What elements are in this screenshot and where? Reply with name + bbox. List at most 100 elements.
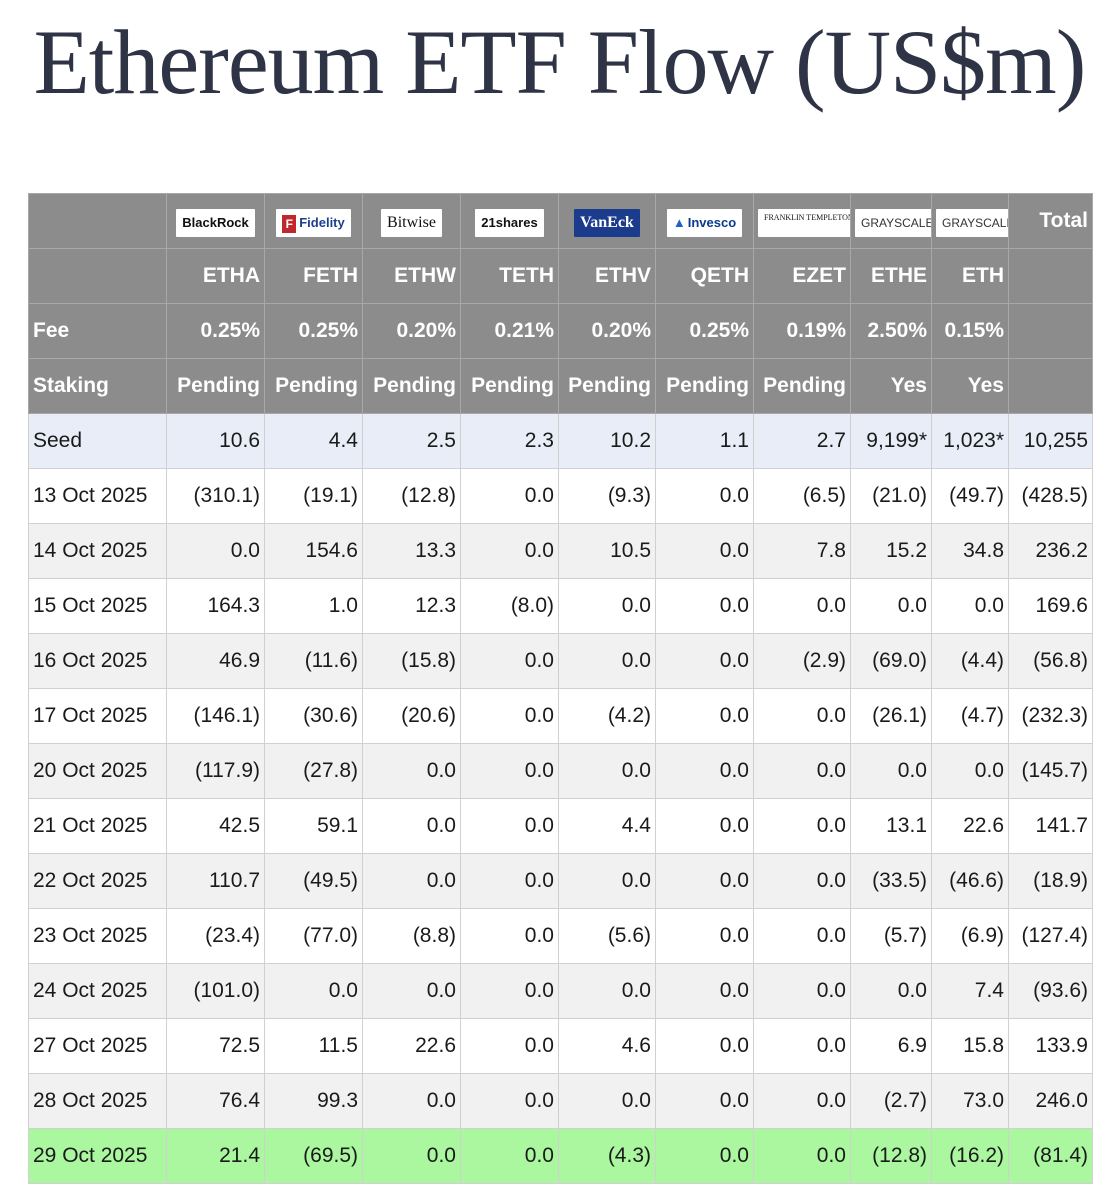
- table-row: 13 Oct 2025 (310.1) (19.1) (12.8) 0.0 (9.3) 0.…: [28, 468, 1093, 524]
- total-cell: (127.4): [1008, 908, 1093, 964]
- flow-cell: (12.8): [850, 1128, 932, 1184]
- flow-cell: 0.0: [558, 853, 656, 909]
- flow-cell: (8.0): [460, 578, 559, 634]
- flow-cell: 0.0: [460, 908, 559, 964]
- row-label: 21 Oct 2025: [28, 798, 167, 854]
- total-cell: (428.5): [1008, 468, 1093, 524]
- flow-cell: 0.0: [460, 1128, 559, 1184]
- table-row: 29 Oct 2025 21.4 (69.5) 0.0 0.0 (4.3) 0.0 0.0 (1…: [28, 1128, 1093, 1184]
- flow-cell: 0.0: [655, 1128, 754, 1184]
- flow-cell: 13.1: [850, 798, 932, 854]
- flow-cell: 15.8: [931, 1018, 1009, 1074]
- table-row: 24 Oct 2025 (101.0) 0.0 0.0 0.0 0.0 0.0 0.0 0.0 7…: [28, 963, 1093, 1019]
- ticker-corner: [28, 248, 167, 304]
- total-cell: (18.9): [1008, 853, 1093, 909]
- flow-cell: 0.0: [655, 523, 754, 579]
- staking-total-cell: [1008, 358, 1093, 414]
- total-cell: 141.7: [1008, 798, 1093, 854]
- row-label: 20 Oct 2025: [28, 743, 167, 799]
- flow-cell: 0.0: [460, 688, 559, 744]
- flow-cell: (4.7): [931, 688, 1009, 744]
- fidelity-logo-text: Fidelity: [299, 215, 345, 230]
- table-row: 28 Oct 2025 76.4 99.3 0.0 0.0 0.0 0.0 0.0 (2.7) 7…: [28, 1073, 1093, 1129]
- grayscale-logo: GRAYSCALE: [936, 209, 1008, 237]
- flow-cell: 0.0: [850, 963, 932, 1019]
- total-cell: (145.7): [1008, 743, 1093, 799]
- flow-cell: 0.0: [753, 908, 851, 964]
- flow-cell: 73.0: [931, 1073, 1009, 1129]
- table-row: 23 Oct 2025 (23.4) (77.0) (8.8) 0.0 (5.6) 0.0 0…: [28, 908, 1093, 964]
- flow-cell: 0.0: [362, 963, 461, 1019]
- row-label: 22 Oct 2025: [28, 853, 167, 909]
- flow-cell: 0.0: [362, 1128, 461, 1184]
- flow-cell: 2.5: [362, 413, 461, 469]
- flow-cell: 0.0: [753, 963, 851, 1019]
- flow-cell: (46.6): [931, 853, 1009, 909]
- ticker-cell: ETHA: [166, 248, 265, 304]
- page-title: Ethereum ETF Flow (US$m): [33, 11, 1087, 113]
- row-label: 23 Oct 2025: [28, 908, 167, 964]
- flow-cell: 34.8: [931, 523, 1009, 579]
- flow-cell: (27.8): [264, 743, 363, 799]
- flow-cell: 0.0: [460, 798, 559, 854]
- flow-cell: 0.0: [655, 743, 754, 799]
- flow-cell: 0.0: [460, 853, 559, 909]
- fee-cell: 2.50%: [850, 303, 932, 359]
- table-row: 20 Oct 2025 (117.9) (27.8) 0.0 0.0 0.0 0.0 0.0 0…: [28, 743, 1093, 799]
- table-row: 14 Oct 2025 0.0 154.6 13.3 0.0 10.5 0.0 7.8 15.2…: [28, 523, 1093, 579]
- flow-cell: (6.5): [753, 468, 851, 524]
- issuer-logo-vaneck: VanEck: [558, 193, 656, 249]
- row-label: 16 Oct 2025: [28, 633, 167, 689]
- flow-cell: 0.0: [850, 578, 932, 634]
- flow-cell: (4.3): [558, 1128, 656, 1184]
- total-cell: (56.8): [1008, 633, 1093, 689]
- flow-cell: (69.5): [264, 1128, 363, 1184]
- flow-cell: 0.0: [753, 1128, 851, 1184]
- flow-cell: (5.7): [850, 908, 932, 964]
- flow-cell: 0.0: [655, 688, 754, 744]
- franklin-templeton-logo: FRANKLIN TEMPLETON: [758, 209, 850, 237]
- fee-total-cell: [1008, 303, 1093, 359]
- flow-cell: (117.9): [166, 743, 265, 799]
- flow-cell: (101.0): [166, 963, 265, 1019]
- flow-cell: 0.0: [460, 1018, 559, 1074]
- flow-cell: 0.0: [264, 963, 363, 1019]
- table-row: 22 Oct 2025 110.7 (49.5) 0.0 0.0 0.0 0.0 0.0 (33…: [28, 853, 1093, 909]
- flow-cell: (4.4): [931, 633, 1009, 689]
- issuer-logo-invesco: ▲ Invesco: [655, 193, 754, 249]
- staking-row: Staking Pending Pending Pending Pending Pendi…: [28, 358, 1093, 414]
- flow-cell: 6.9: [850, 1018, 932, 1074]
- flow-cell: 59.1: [264, 798, 363, 854]
- total-cell: (81.4): [1008, 1128, 1093, 1184]
- flow-cell: (6.9): [931, 908, 1009, 964]
- flow-cell: 0.0: [753, 578, 851, 634]
- staking-cell: Pending: [753, 358, 851, 414]
- row-label: 15 Oct 2025: [28, 578, 167, 634]
- fidelity-logo: F Fidelity: [276, 209, 351, 237]
- staking-cell: Pending: [655, 358, 754, 414]
- total-cell: (232.3): [1008, 688, 1093, 744]
- flow-cell: 1,023*: [931, 413, 1009, 469]
- flow-cell: (2.9): [753, 633, 851, 689]
- row-label: Seed: [28, 413, 167, 469]
- flow-cell: 0.0: [850, 743, 932, 799]
- flow-cell: (30.6): [264, 688, 363, 744]
- invesco-logo: ▲ Invesco: [666, 209, 743, 237]
- fee-cell: 0.20%: [558, 303, 656, 359]
- table-row: 16 Oct 2025 46.9 (11.6) (15.8) 0.0 0.0 0.0 (2.9…: [28, 633, 1093, 689]
- flow-cell: 0.0: [753, 1073, 851, 1129]
- issuer-logo-fidelity: F Fidelity: [264, 193, 363, 249]
- issuer-logo-blackrock: BlackRock: [166, 193, 265, 249]
- flow-cell: 1.1: [655, 413, 754, 469]
- flow-cell: (8.8): [362, 908, 461, 964]
- flow-cell: (12.8): [362, 468, 461, 524]
- ticker-cell: ETH: [931, 248, 1009, 304]
- flow-cell: 0.0: [460, 633, 559, 689]
- 21shares-logo: 21shares: [475, 209, 544, 237]
- table-row: 17 Oct 2025 (146.1) (30.6) (20.6) 0.0 (4.2) 0.…: [28, 688, 1093, 744]
- fee-cell: 0.25%: [264, 303, 363, 359]
- grayscale-logo: GRAYSCALE: [855, 209, 931, 237]
- flow-cell: (23.4): [166, 908, 265, 964]
- flow-cell: (19.1): [264, 468, 363, 524]
- flow-cell: 7.8: [753, 523, 851, 579]
